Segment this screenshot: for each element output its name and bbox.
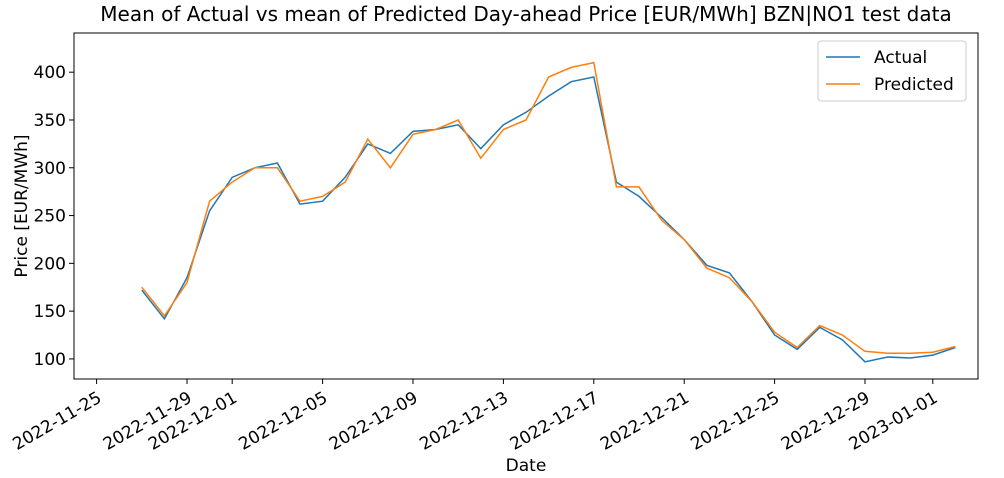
x-tick-label: 2022-12-25 xyxy=(688,388,784,455)
y-tick-label: 300 xyxy=(34,159,66,179)
x-tick-label: 2022-12-05 xyxy=(236,388,332,455)
y-axis-label: Price [EUR/MWh] xyxy=(12,134,32,277)
x-tick-label: 2022-11-25 xyxy=(10,388,106,455)
legend-label: Predicted xyxy=(874,75,954,95)
legend-box xyxy=(817,40,967,102)
x-tick-label: 2022-12-21 xyxy=(597,388,693,455)
y-tick-label: 350 xyxy=(34,111,66,131)
plot-frame xyxy=(73,32,979,380)
x-axis-label: Date xyxy=(506,456,547,476)
chart-title: Mean of Actual vs mean of Predicted Day-… xyxy=(100,2,951,26)
y-tick-label: 100 xyxy=(34,350,66,370)
x-tick-label: 2022-12-09 xyxy=(326,388,422,455)
data-line xyxy=(141,61,956,354)
x-tick-label: 2022-12-13 xyxy=(416,388,512,455)
y-tick-label: 200 xyxy=(34,254,66,274)
data-line xyxy=(141,76,956,363)
x-tick-label: 2022-12-17 xyxy=(507,388,603,455)
legend-label: Actual xyxy=(874,48,927,68)
y-tick-label: 400 xyxy=(34,63,66,83)
y-tick-label: 150 xyxy=(34,302,66,322)
y-tick-label: 250 xyxy=(34,207,66,227)
